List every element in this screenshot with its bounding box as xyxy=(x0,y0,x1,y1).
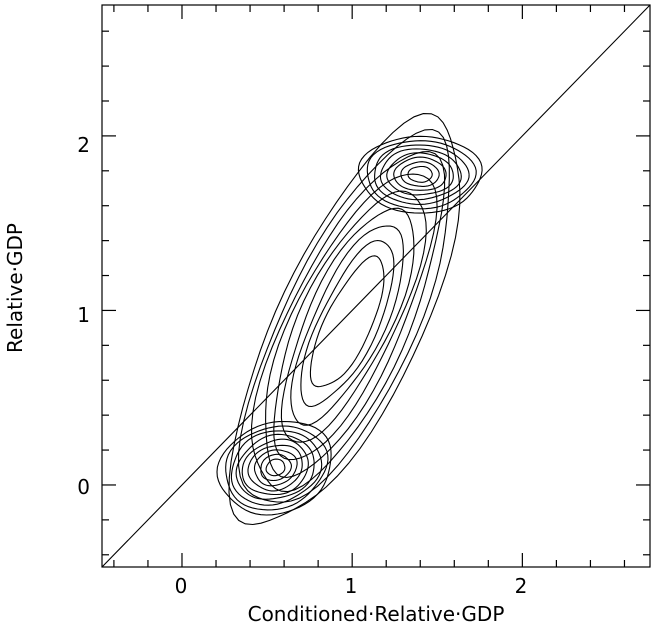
contour-line xyxy=(400,161,440,187)
contour-line xyxy=(235,433,315,500)
axis-ticks xyxy=(102,5,650,567)
contour-line xyxy=(265,458,286,477)
contour-lines xyxy=(216,113,483,526)
contour-line xyxy=(216,420,332,516)
contour-line xyxy=(251,151,446,493)
y-tick-label-2: 2 xyxy=(77,133,90,157)
x-tick-label-2: 2 xyxy=(515,574,528,598)
contour-line xyxy=(230,430,323,506)
contour-line xyxy=(225,425,329,511)
y-tick-label-1: 1 xyxy=(77,303,90,327)
contour-line xyxy=(247,444,303,492)
contour-line xyxy=(238,128,450,503)
plot-frame xyxy=(101,4,651,568)
x-tick-label-1: 1 xyxy=(345,574,358,598)
y-axis-title: Relative·GDP xyxy=(3,223,27,353)
contour-line xyxy=(260,453,292,482)
contour-line xyxy=(290,225,404,426)
y-tick-label-0: 0 xyxy=(77,475,90,499)
contour-line xyxy=(228,113,461,526)
contour-line xyxy=(366,140,477,210)
contour-line xyxy=(265,173,438,479)
contour-line xyxy=(374,144,470,205)
contour-line xyxy=(280,207,415,443)
contour-line xyxy=(309,255,385,388)
x-tick-label-0: 0 xyxy=(175,574,188,598)
x-axis-title: Conditioned·Relative·GDP xyxy=(248,602,505,626)
contour-line xyxy=(273,190,427,461)
reference-line-45deg xyxy=(101,4,651,568)
contour-line xyxy=(357,135,483,214)
contour-line xyxy=(386,152,454,196)
contour-line xyxy=(393,156,447,191)
contour-line xyxy=(253,449,298,487)
contour-line xyxy=(241,438,309,496)
contour-line xyxy=(300,239,395,408)
contour-line xyxy=(379,148,462,201)
contour-line xyxy=(407,165,433,183)
